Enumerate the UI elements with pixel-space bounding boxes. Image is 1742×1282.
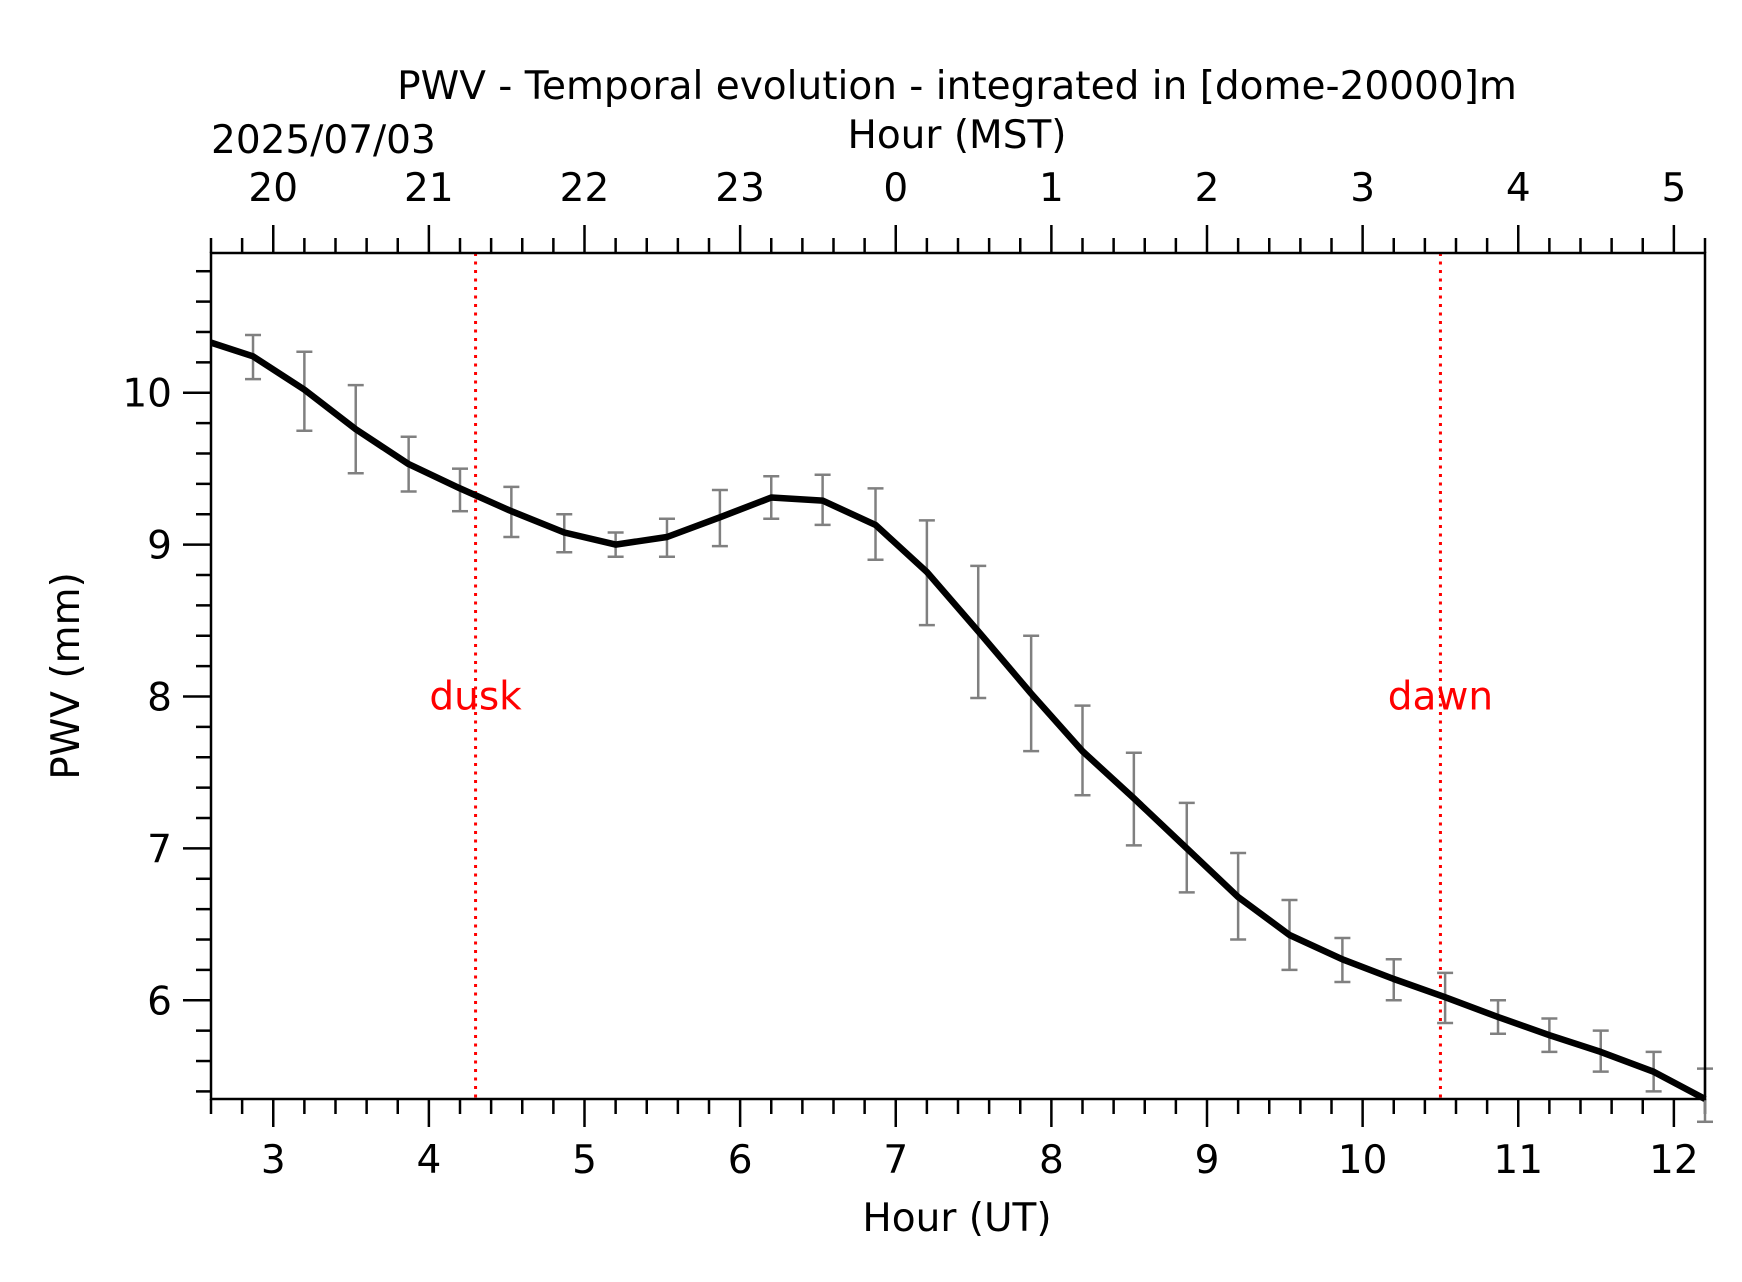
x-tick-label: 3 (261, 1138, 286, 1183)
top-tick-label: 22 (560, 166, 610, 211)
top-tick-label: 0 (883, 166, 908, 211)
top-tick-label: 20 (248, 166, 298, 211)
y-tick-label: 8 (147, 676, 172, 721)
pwv-line (209, 339, 1707, 1102)
chart-title: PWV - Temporal evolution - integrated in… (397, 64, 1517, 109)
y-tick-label: 10 (122, 372, 172, 417)
top-axis-label: Hour (MST) (848, 113, 1067, 158)
y-tick-label: 6 (147, 979, 172, 1024)
top-tick-label: 5 (1661, 166, 1686, 211)
y-axis-label: PWV (mm) (44, 572, 89, 780)
top-tick-label: 2 (1195, 166, 1220, 211)
y-tick-label: 7 (147, 827, 172, 872)
x-tick-label: 10 (1338, 1138, 1388, 1183)
top-tick-label: 4 (1506, 166, 1531, 211)
x-tick-label: 5 (572, 1138, 597, 1183)
date-label: 2025/07/03 (211, 118, 436, 163)
x-tick-label: 9 (1195, 1138, 1220, 1183)
error-bars (245, 333, 1713, 1124)
data-series (209, 339, 1707, 1102)
top-tick-label: 3 (1350, 166, 1375, 211)
x-tick-label: 11 (1493, 1138, 1543, 1183)
top-tick-label: 1 (1039, 166, 1064, 211)
x-tick-label: 6 (728, 1138, 753, 1183)
x-tick-label: 7 (883, 1138, 908, 1183)
x-tick-label: 8 (1039, 1138, 1064, 1183)
y-tick-label: 9 (147, 524, 172, 569)
dawn-label: dawn (1388, 675, 1493, 720)
x-tick-label: 4 (416, 1138, 441, 1183)
x-tick-label: 12 (1649, 1138, 1699, 1183)
top-tick-label: 23 (715, 166, 765, 211)
plot-frame (209, 251, 1707, 1101)
top-tick-label: 21 (404, 166, 454, 211)
dusk-label: dusk (429, 675, 522, 720)
annotations: dusk dawn (429, 253, 1493, 1099)
x-axis-label: Hour (UT) (862, 1196, 1051, 1241)
